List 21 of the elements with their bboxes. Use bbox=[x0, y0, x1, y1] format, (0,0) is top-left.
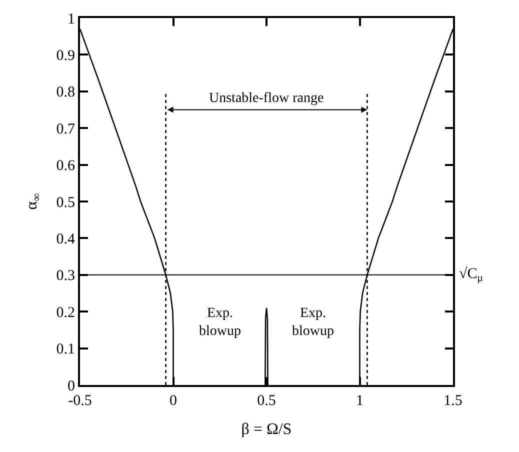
y-tick-label: 0.8 bbox=[56, 84, 75, 101]
y-tick-label: 0.5 bbox=[56, 194, 75, 211]
annotation: Unstable-flow range bbox=[209, 91, 324, 106]
x-axis-title: β = Ω/S bbox=[241, 421, 292, 438]
y-tick-label: 0.6 bbox=[56, 158, 76, 174]
ref-line-label: √C$_{μ}$ bbox=[459, 266, 484, 284]
y-tick-label: 0.4 bbox=[56, 231, 76, 248]
y-tick-label: 0.3 bbox=[56, 268, 75, 284]
y-tick-label: 0.7 bbox=[56, 121, 76, 138]
x-tick-label: 1.5 bbox=[444, 393, 462, 409]
annotation: Exp. blowup bbox=[199, 306, 241, 340]
y-tick-label: 0.1 bbox=[56, 342, 75, 358]
y-tick-label: 1 bbox=[68, 11, 75, 28]
x-tick-label: -0.5 bbox=[68, 393, 92, 409]
y-tick-label: 0.2 bbox=[56, 304, 75, 321]
x-tick-label: 0 bbox=[170, 393, 177, 409]
y-tick-label: 0 bbox=[68, 378, 75, 394]
x-tick-label: 1 bbox=[356, 393, 364, 409]
x-tick-label: 0.5 bbox=[257, 393, 276, 409]
y-tick-label: 0.9 bbox=[56, 48, 75, 64]
annotation: Exp. blowup bbox=[292, 306, 334, 340]
